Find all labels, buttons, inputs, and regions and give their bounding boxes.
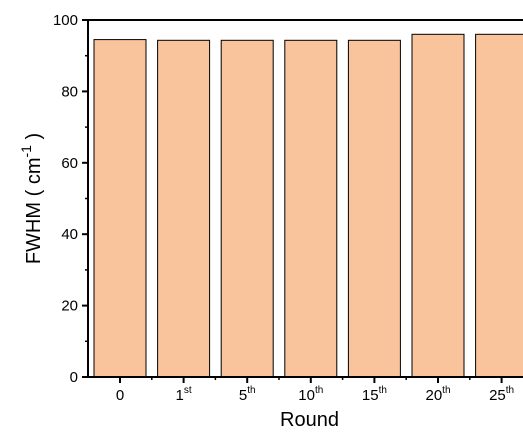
x-tick-label-1: 1st — [176, 385, 192, 404]
y-axis-title-close: ) — [23, 133, 45, 145]
y-tick-label-4: 80 — [61, 83, 78, 100]
y-tick-label-5: 100 — [53, 12, 78, 29]
bar-6 — [475, 33, 523, 378]
bar-5 — [411, 33, 465, 378]
x-tick-label-5: 20th — [425, 385, 450, 404]
y-axis-title: FWHM ( cm-1 ) — [18, 133, 45, 264]
x-ticks-group: 0 1st 5th 10th 15th 20th 25th — [116, 377, 514, 404]
x-tick-label-0: 0 — [116, 387, 124, 404]
bar-4 — [347, 39, 401, 378]
bar-0 — [93, 39, 147, 378]
bars-group — [93, 33, 523, 378]
x-axis-title: Round — [280, 409, 339, 431]
y-axis-title-sup: -1 — [18, 145, 34, 158]
y-tick-label-0: 0 — [70, 369, 78, 386]
x-tick-label-6: 25th — [489, 385, 514, 404]
bar-1 — [157, 39, 211, 378]
y-ticks-group: 0 20 40 60 80 100 — [53, 12, 88, 386]
y-axis-title-main: FWHM ( cm — [23, 158, 45, 265]
y-tick-label-2: 40 — [61, 226, 78, 243]
x-tick-label-4: 15th — [362, 385, 387, 404]
x-tick-label-2: 5th — [239, 385, 256, 404]
bar-3 — [284, 39, 338, 378]
bar-2 — [220, 39, 274, 378]
y-tick-label-1: 20 — [61, 298, 78, 315]
y-tick-label-3: 60 — [61, 155, 78, 172]
x-tick-label-3: 10th — [298, 385, 323, 404]
